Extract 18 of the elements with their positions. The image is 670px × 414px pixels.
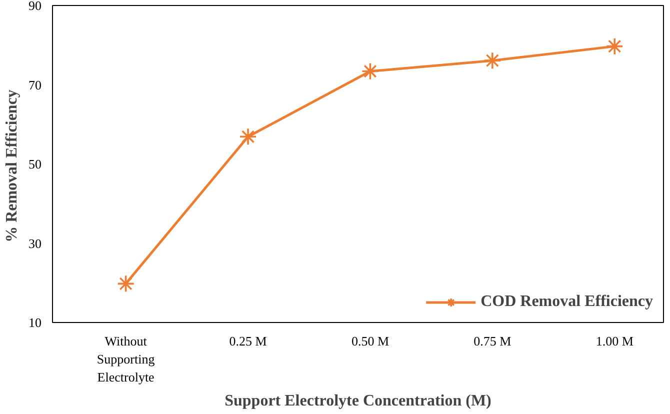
y-tick-label: 70	[28, 77, 42, 92]
y-tick-label: 30	[28, 236, 42, 251]
x-tick-label: Without Supporting Electrolyte	[96, 334, 156, 384]
x-tick-label: 1.00 M	[596, 334, 634, 348]
x-tick-label: 0.75 M	[474, 334, 512, 348]
point	[484, 52, 502, 70]
point	[361, 62, 380, 80]
x-axis-title: Support Electrolyte Concentration (M)	[224, 392, 492, 410]
point	[606, 37, 624, 56]
point	[239, 128, 257, 146]
x-tick-label: 0.50 M	[351, 334, 390, 348]
legend-label: COD Removal Efficiency	[480, 293, 653, 311]
x-tick-label: 0.25 M	[229, 334, 268, 348]
y-tick-label: 50	[28, 156, 42, 172]
y-axis-title: % Removal Efficiency	[4, 90, 20, 242]
y-tick-label: 90	[28, 0, 42, 13]
y-tick-label: 10	[28, 315, 42, 330]
point	[116, 274, 135, 293]
